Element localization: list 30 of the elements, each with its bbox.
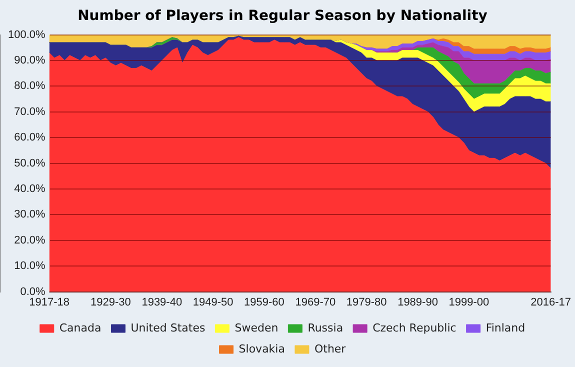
- legend-label: Other: [314, 342, 346, 356]
- y-tick-label: 0.0%: [20, 286, 46, 298]
- x-tick-label: 1917-18: [29, 296, 70, 308]
- x-tick-label: 1939-40: [142, 296, 182, 308]
- x-tick-label: 1969-70: [295, 296, 336, 308]
- x-tick-label: 1929-30: [90, 296, 131, 308]
- legend-label: Finland: [486, 321, 526, 334]
- chart-title: Number of Players in Regular Season by Nationality: [78, 8, 488, 24]
- x-tick-label: 1959-60: [244, 296, 284, 308]
- y-tick-label: 100.0%: [8, 28, 46, 41]
- y-tick-label: 20.0%: [14, 234, 46, 246]
- y-tick-label: 60.0%: [14, 132, 46, 144]
- legend-label: Sweden: [234, 321, 278, 334]
- legend-label: Russia: [308, 321, 344, 334]
- legend-label: Czech Republic: [372, 321, 456, 334]
- x-tick-label: 1999-00: [448, 296, 490, 308]
- y-tick-label: 70.0%: [14, 106, 46, 118]
- y-tick-label: 10.0%: [14, 260, 46, 272]
- y-tick-label: 50.0%: [14, 157, 46, 170]
- x-tick-label: 1989-90: [398, 296, 438, 308]
- x-tick-label: 2016-17: [530, 296, 572, 308]
- legend-label: United States: [130, 321, 206, 334]
- legend-label: Canada: [59, 321, 102, 334]
- legend-label: Slovakia: [238, 342, 285, 356]
- x-tick-label: 1949-50: [192, 296, 234, 308]
- y-tick-label: 90.0%: [14, 54, 46, 67]
- x-tick-label: 1979-80: [346, 296, 387, 308]
- y-tick-label: 30.0%: [14, 208, 46, 221]
- y-tick-label: 80.0%: [14, 80, 46, 92]
- y-tick-label: 40.0%: [14, 183, 46, 196]
